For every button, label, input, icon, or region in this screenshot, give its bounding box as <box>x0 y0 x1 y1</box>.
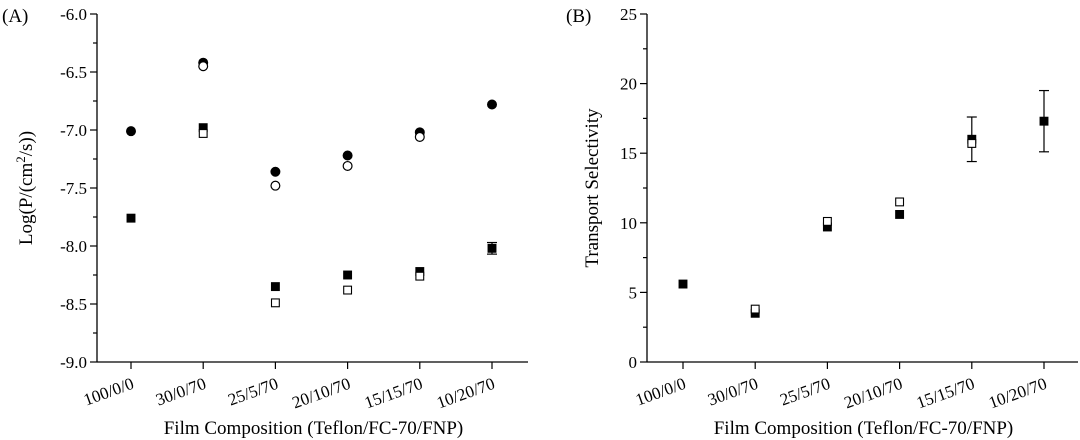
data-point <box>895 197 905 207</box>
y-title-part: /s)) <box>16 131 37 156</box>
data-point <box>414 131 425 142</box>
data-point <box>198 61 209 72</box>
y-tick-label: -9.0 <box>60 353 87 372</box>
x-tick-label: 15/15/70 <box>362 374 425 413</box>
y-tick-label: -6.5 <box>60 63 87 82</box>
y-tick-label: -6.0 <box>60 5 87 24</box>
y-tick-label: -7.0 <box>60 121 87 140</box>
panel-b: (B) 0 5 10 15 20 25 100/0/0 30/0/70 25/5/70 20/10/… <box>566 5 1078 439</box>
x-tick-label: 100/0/0 <box>633 374 688 410</box>
data-point <box>270 298 280 308</box>
panel-a: (A) -9.0 -8.5 -8.0 -7.5 -7.0 -6.5 -6.0 100/0/0 30… <box>2 5 528 439</box>
y-tick-label: -8.5 <box>60 295 87 314</box>
data-point <box>126 213 136 223</box>
data-point <box>967 139 977 148</box>
x-tick-label: 20/10/70 <box>290 374 353 413</box>
x-tick-label: 25/5/70 <box>225 374 280 410</box>
data-point <box>822 216 832 226</box>
x-axis-title: Film Composition (Teflon/FC-70/FNP) <box>164 418 464 439</box>
x-tick-label: 10/20/70 <box>434 374 497 413</box>
data-point <box>198 129 208 138</box>
data-point <box>750 304 760 314</box>
y-axis-title: Transport Selectivity <box>582 108 603 268</box>
x-tick-label: 15/15/70 <box>914 374 977 413</box>
series-filled-square <box>678 89 1049 318</box>
y-axis-title: Log(P/(cm2/s)) <box>13 131 37 245</box>
data-point <box>343 270 353 280</box>
series-open-square <box>198 129 425 308</box>
y-tick-label: 15 <box>620 144 637 163</box>
data-point <box>487 243 497 253</box>
data-point <box>270 282 280 292</box>
x-tick-label: 100/0/0 <box>81 374 136 410</box>
x-axis-title: Film Composition (Teflon/FC-70/FNP) <box>714 418 1014 439</box>
data-point <box>895 209 905 219</box>
data-point <box>270 180 281 191</box>
y-tick-label: 25 <box>620 5 637 24</box>
series-open-square <box>750 139 977 314</box>
series-open-circle <box>198 61 425 191</box>
data-point <box>1039 116 1049 126</box>
y-tick-label: -7.5 <box>60 179 87 198</box>
data-point <box>125 126 136 137</box>
y-tick-label: 5 <box>629 283 638 302</box>
data-point <box>343 285 353 295</box>
y-tick-label: 20 <box>620 75 637 94</box>
x-tick-label: 25/5/70 <box>777 374 832 410</box>
data-point <box>415 271 425 281</box>
data-point <box>487 99 498 110</box>
series-filled-square <box>126 123 497 292</box>
x-tick-label: 20/10/70 <box>842 374 905 413</box>
data-point <box>342 160 353 171</box>
y-title-part: Log(P/(cm <box>16 163 37 246</box>
panel-label: (B) <box>566 6 591 27</box>
data-point <box>678 279 688 289</box>
y-tick-label: -8.0 <box>60 237 87 256</box>
panel-label: (A) <box>2 6 28 27</box>
y-tick-label: 0 <box>629 353 638 372</box>
x-tick-label: 10/20/70 <box>986 374 1049 413</box>
x-tick-label: 30/0/70 <box>153 374 208 410</box>
series-filled-circle <box>125 57 498 177</box>
y-tick-label: 10 <box>620 214 637 233</box>
y-title-superscript: 2 <box>13 156 28 163</box>
data-point <box>342 150 353 161</box>
x-tick-label: 30/0/70 <box>705 374 760 410</box>
data-point <box>270 166 281 177</box>
